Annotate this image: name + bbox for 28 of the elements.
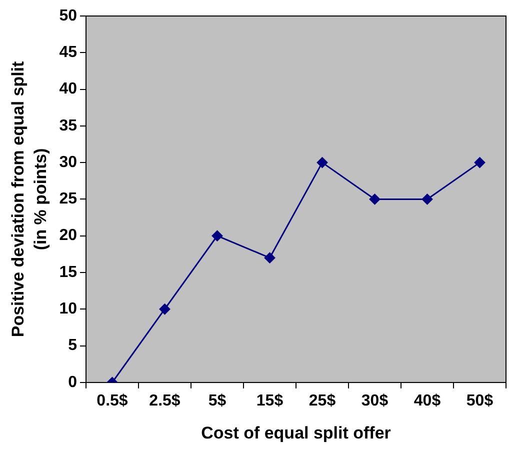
x-axis-title: Cost of equal split offer xyxy=(201,423,392,442)
point xyxy=(159,304,170,315)
y-tick-label: 50 xyxy=(59,7,78,24)
point xyxy=(264,252,276,264)
y-tick-label: 40 xyxy=(59,80,78,98)
y-tick-label: 5 xyxy=(68,337,78,354)
point xyxy=(369,194,380,205)
x-tick-label: 0.5$ xyxy=(96,392,128,410)
y-tick-label: 0 xyxy=(68,374,78,391)
point xyxy=(316,157,328,168)
x-tick-label: 2.5$ xyxy=(149,392,180,410)
y-tick-label: 20 xyxy=(59,227,78,244)
y-axis-title: Positive deviation from equal split (in % points) xyxy=(8,60,50,338)
y-tick-label: 35 xyxy=(59,117,78,134)
y-tick-label: 30 xyxy=(59,154,78,171)
x-tick-label: 50$ xyxy=(466,392,494,410)
x-tick-label: 25$ xyxy=(308,392,336,410)
y-tick-label: 25 xyxy=(59,190,78,208)
y-tick-label: 10 xyxy=(59,300,78,318)
x-tick-label: 30$ xyxy=(361,392,388,410)
y-tick-label: 15 xyxy=(59,264,78,281)
x-tick-label: 15$ xyxy=(256,392,284,410)
point xyxy=(422,194,433,205)
point xyxy=(474,157,486,168)
x-tick-label: 5$ xyxy=(208,392,226,410)
x-tick-label: 40$ xyxy=(414,392,441,410)
point xyxy=(212,230,223,242)
y-tick-label: 45 xyxy=(59,44,78,62)
